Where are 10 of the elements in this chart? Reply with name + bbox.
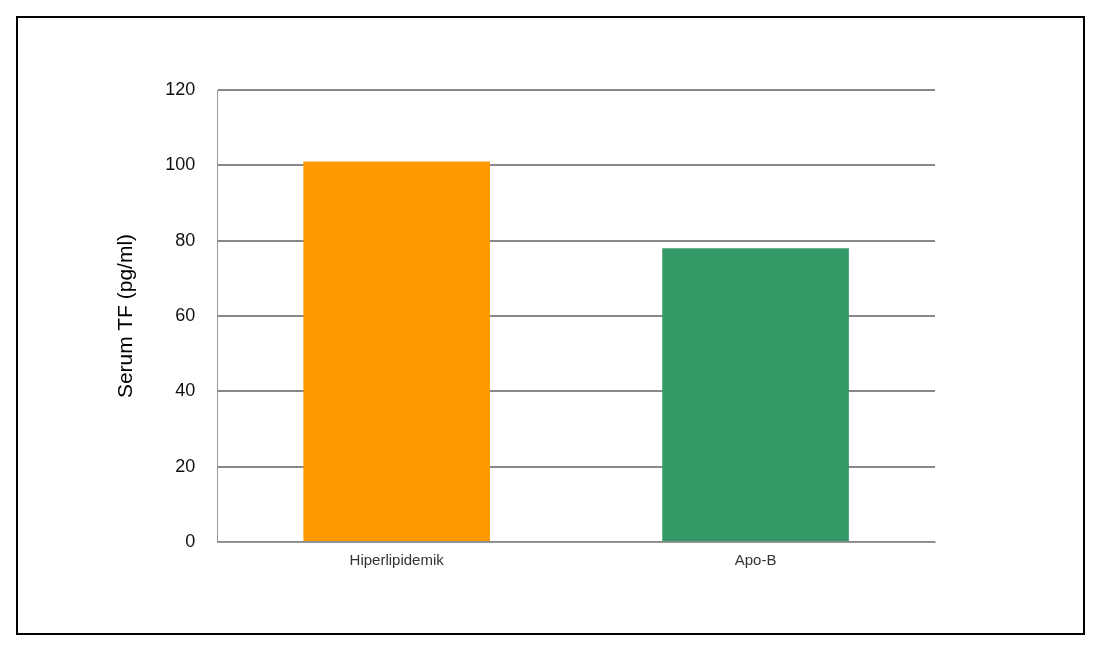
- y-tick-label: 80: [175, 229, 196, 250]
- y-tick-label: 60: [175, 304, 196, 325]
- y-tick-label: 20: [175, 455, 196, 476]
- y-tick-label: 40: [175, 380, 196, 401]
- y-tick-label: 100: [165, 154, 196, 175]
- x-tick-label: Hiperlipidemik: [349, 551, 445, 569]
- y-tick-label: 120: [165, 78, 196, 99]
- y-tick-label: 0: [185, 530, 196, 551]
- x-tick-label: Apo-B: [734, 551, 777, 569]
- y-axis-title: Serum TF (pg/ml): [113, 233, 137, 399]
